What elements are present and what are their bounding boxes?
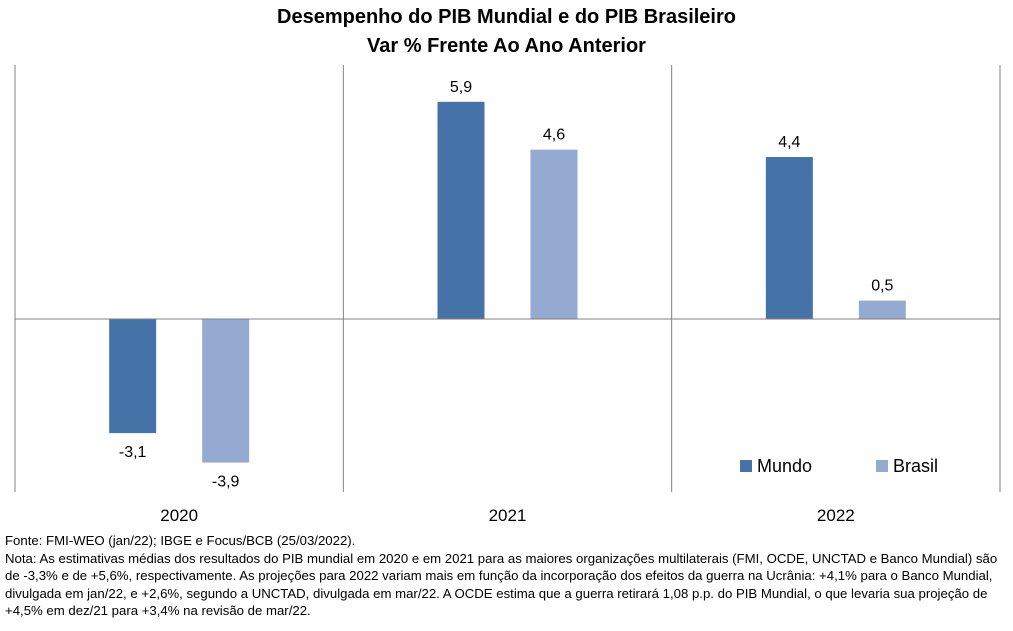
data-label-brasil-2022: 0,5	[871, 278, 893, 295]
category-label-2020: 2020	[160, 506, 198, 525]
explanatory-note: Nota: As estimativas médias dos resultad…	[5, 550, 998, 619]
bar-mundo-2022	[765, 157, 813, 319]
data-label-mundo-2022: 4,4	[778, 134, 800, 151]
data-label-mundo-2021: 5,9	[450, 79, 472, 96]
legend: Mundo Brasil	[740, 456, 938, 476]
bar-brasil-2021	[530, 149, 578, 319]
bar-chart: -3,1 -3,9 5,9 4,6 4,4 0,5 2020 2021 2022 Mundo B…	[14, 65, 1001, 525]
data-label-mundo-2020: -3,1	[119, 444, 147, 461]
legend-label-brasil: Brasil	[893, 456, 938, 476]
category-labels: 2020 2021 2022	[160, 506, 854, 525]
data-label-brasil-2021: 4,6	[543, 127, 565, 144]
data-labels: -3,1 -3,9 5,9 4,6 4,4 0,5	[119, 79, 894, 491]
data-label-brasil-2020: -3,9	[212, 474, 240, 491]
chart-subtitle: Var % Frente Ao Ano Anterior	[367, 35, 646, 57]
chart-title: Desempenho do PIB Mundial e do PIB Brasi…	[277, 6, 736, 28]
footnotes: Fonte: FMI-WEO (jan/22); IBGE e Focus/BC…	[5, 532, 1008, 620]
bar-mundo-2020	[109, 318, 157, 434]
category-label-2022: 2022	[817, 506, 855, 525]
bars	[109, 101, 906, 463]
bar-brasil-2020	[202, 318, 250, 463]
bar-brasil-2022	[858, 300, 906, 319]
legend-label-mundo: Mundo	[757, 456, 812, 476]
bar-mundo-2021	[437, 101, 485, 319]
legend-swatch-brasil	[876, 460, 888, 472]
category-label-2021: 2021	[489, 506, 527, 525]
source-note: Fonte: FMI-WEO (jan/22); IBGE e Focus/BC…	[5, 533, 356, 548]
category-separators	[14, 65, 1001, 492]
legend-swatch-mundo	[740, 460, 752, 472]
